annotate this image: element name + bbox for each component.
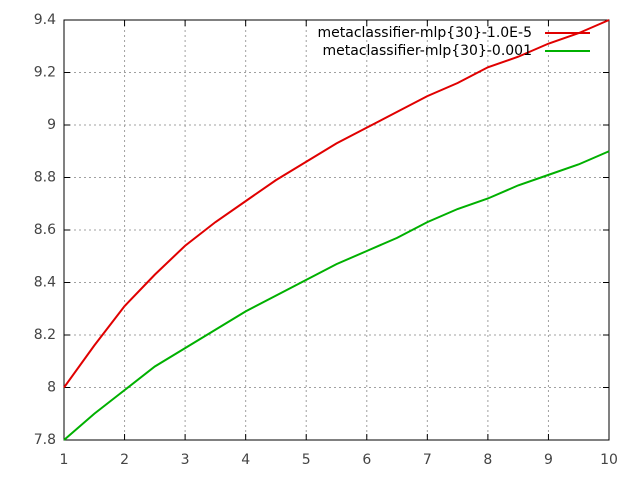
legend-label: metaclassifier-mlp{30}-1.0E-5: [318, 25, 532, 41]
x-tick-label: 1: [60, 452, 69, 468]
x-tick-label: 6: [362, 452, 371, 468]
x-tick-label: 4: [241, 452, 250, 468]
data-line: [63, 19, 610, 389]
y-tick-label: 8.2: [34, 327, 56, 343]
x-tick-label: 8: [483, 452, 492, 468]
x-tick-label: 9: [544, 452, 553, 468]
y-tick-label: 9.2: [34, 65, 56, 81]
x-tick-label: 10: [600, 452, 618, 468]
x-tick-label: 3: [181, 452, 190, 468]
x-tick-label: 2: [120, 452, 129, 468]
legend-label: metaclassifier-mlp{30}-0.001: [323, 43, 532, 59]
y-tick-label: 7.8: [34, 432, 56, 448]
data-line: [63, 150, 610, 441]
y-tick-label: 8.8: [34, 170, 56, 186]
y-tick-label: 9: [47, 117, 56, 133]
x-tick-label: 7: [423, 452, 432, 468]
y-tick-label: 8.6: [34, 222, 56, 238]
y-tick-label: 8: [47, 380, 56, 396]
plot-border: [63, 19, 610, 441]
y-tick-label: 8.4: [34, 275, 56, 291]
y-tick-label: 9.4: [34, 12, 56, 28]
x-tick-label: 5: [302, 452, 311, 468]
